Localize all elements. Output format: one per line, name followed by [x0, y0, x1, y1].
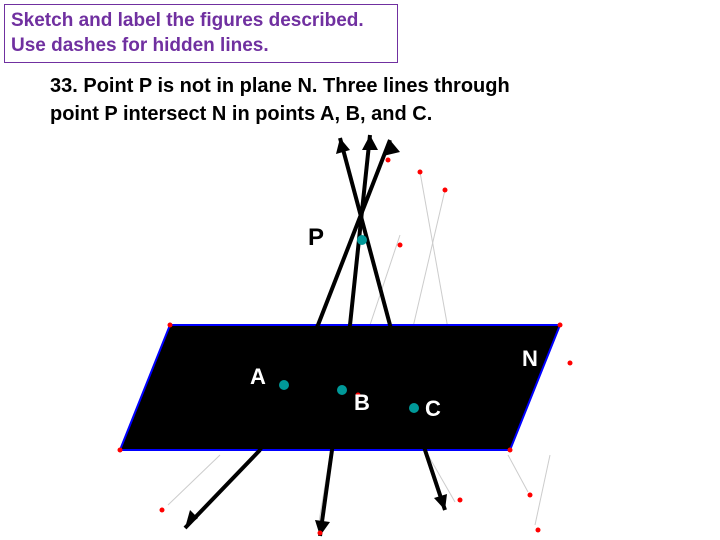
- geometry-diagram: [0, 0, 720, 540]
- point-P-dot: [357, 235, 367, 245]
- point-C-dot: [409, 403, 419, 413]
- guide-lines-above: [365, 172, 450, 340]
- point-A-dot: [279, 380, 289, 390]
- label-N: N: [522, 346, 538, 372]
- label-A: A: [250, 364, 266, 390]
- label-B: B: [354, 390, 370, 416]
- label-C: C: [425, 396, 441, 422]
- point-B-dot: [337, 385, 347, 395]
- guide-lines-below: [168, 455, 550, 528]
- label-P: P: [308, 224, 324, 252]
